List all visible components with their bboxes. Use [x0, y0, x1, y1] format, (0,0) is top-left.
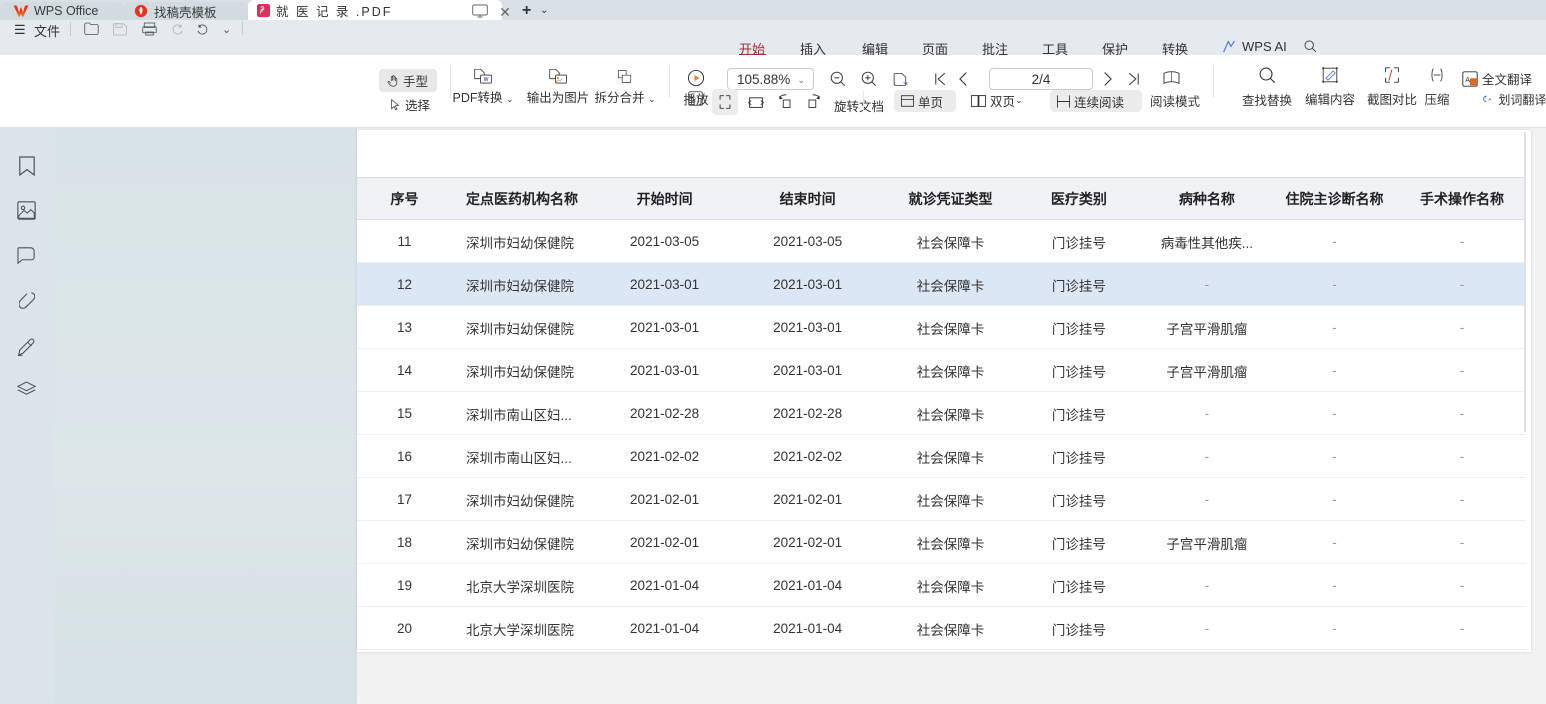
- svg-text:A: A: [1489, 98, 1492, 102]
- svg-text:A: A: [1465, 75, 1470, 84]
- svg-text:1:1: 1:1: [691, 98, 700, 104]
- svg-text:W: W: [483, 77, 488, 83]
